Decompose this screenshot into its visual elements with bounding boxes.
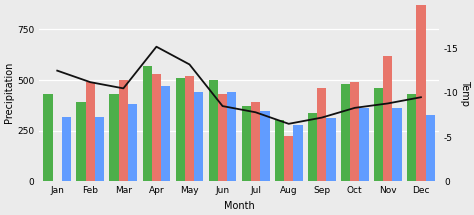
Bar xyxy=(185,76,194,181)
Bar xyxy=(161,86,170,181)
Bar xyxy=(43,94,53,181)
X-axis label: Month: Month xyxy=(224,201,255,211)
Bar xyxy=(194,92,203,181)
Bar xyxy=(143,66,152,181)
Y-axis label: Temp: Temp xyxy=(460,80,470,106)
Bar xyxy=(350,82,359,181)
Bar xyxy=(426,115,435,181)
Bar xyxy=(374,88,383,181)
Bar xyxy=(359,109,369,181)
Bar xyxy=(62,117,71,181)
Y-axis label: Precipitation: Precipitation xyxy=(4,62,14,123)
Bar xyxy=(275,120,284,181)
Bar xyxy=(95,117,104,181)
Bar xyxy=(175,78,185,181)
Bar xyxy=(118,80,128,181)
Bar xyxy=(109,94,118,181)
Bar xyxy=(152,74,161,181)
Bar xyxy=(284,136,293,181)
Bar xyxy=(227,92,237,181)
Bar xyxy=(76,102,86,181)
Bar xyxy=(86,82,95,181)
Bar xyxy=(218,94,227,181)
Bar xyxy=(308,112,317,181)
Bar xyxy=(407,94,416,181)
Bar xyxy=(341,84,350,181)
Bar xyxy=(327,118,336,181)
Bar xyxy=(392,109,402,181)
Bar xyxy=(128,104,137,181)
Bar xyxy=(317,88,327,181)
Bar xyxy=(416,5,426,181)
Bar xyxy=(209,80,218,181)
Bar xyxy=(260,111,270,181)
Bar xyxy=(242,106,251,181)
Bar xyxy=(293,125,302,181)
Bar xyxy=(383,56,392,181)
Bar xyxy=(251,102,260,181)
